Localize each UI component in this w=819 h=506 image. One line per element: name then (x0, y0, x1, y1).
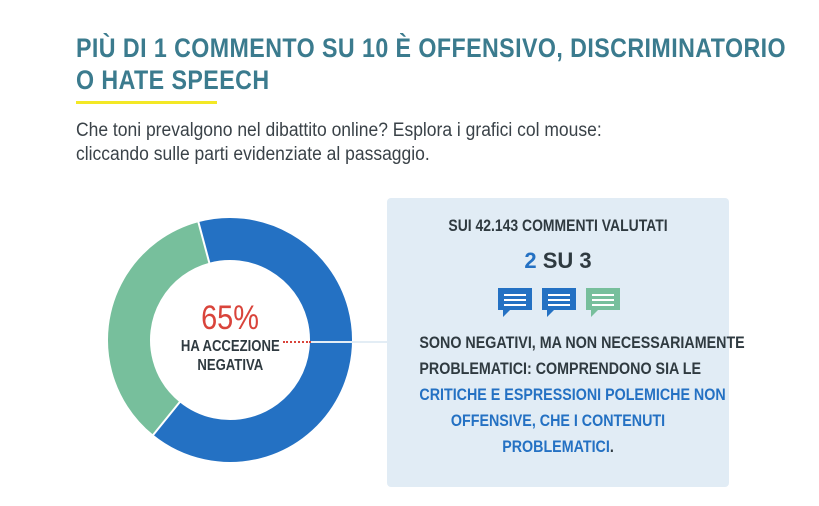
subtitle-line-2: cliccando sulle parti evidenziate al pas… (76, 144, 430, 165)
comment-icon (542, 288, 576, 317)
connector-line (311, 341, 387, 343)
comment-text-line (504, 304, 526, 306)
comment-text-line (504, 299, 526, 301)
percent-caption-line-2: NEGATIVA (197, 357, 263, 374)
info-line-1: SONO NEGATIVI, MA NON NECESSARIAMENTE (419, 333, 745, 352)
percent-caption-line-1: HA ACCEZIONE (180, 338, 280, 355)
donut-separator-0 (197, 220, 211, 264)
comment-text-line (592, 299, 614, 301)
comment-text-line (548, 294, 570, 296)
title-line-1: Più di 1 commento su 10 è offensivo, dis… (76, 33, 787, 63)
ratio-rest: SU 3 (542, 248, 592, 273)
comment-text-line (548, 304, 570, 306)
ratio-text: 2 SU 3 (387, 248, 729, 274)
info-line-5: PROBLEMATICI. (419, 434, 696, 460)
subtitle-line-1: Che toni prevalgono nel dibattito online… (76, 120, 602, 141)
page-subtitle: Che toni prevalgono nel dibattito online… (76, 119, 738, 167)
info-line-3-highlight[interactable]: CRITICHE E ESPRESSIONI POLEMICHE NON (419, 385, 726, 404)
dotted-pointer (283, 341, 311, 343)
info-line-2: PROBLEMATICI: COMPRENDONO SIA LE (419, 359, 702, 378)
info-heading: SUI 42.143 COMMENTI VALUTATI (448, 216, 668, 235)
info-line-5-highlight[interactable]: PROBLEMATICI (502, 437, 610, 456)
title-underline (76, 101, 217, 104)
comment-bubble-shape (542, 288, 576, 317)
donut-svg (108, 218, 352, 462)
comment-bubble-shape (586, 288, 620, 317)
comment-text-line (592, 294, 614, 296)
info-panel: SUI 42.143 COMMENTI VALUTATI 2 SU 3 SONO… (387, 198, 745, 487)
comment-text-line (504, 294, 526, 296)
info-line-4-highlight[interactable]: OFFENSIVE, CHE I CONTENUTI (450, 411, 666, 430)
info-line-5-end: . (609, 437, 614, 456)
title-line-2: o hate speech (76, 65, 270, 95)
donut-chart[interactable]: 65% HA ACCEZIONE NEGATIVA (104, 214, 356, 466)
donut-separator-1 (151, 400, 182, 437)
comment-text-line (548, 299, 570, 301)
page-title: Più di 1 commento su 10 è offensivo, dis… (76, 32, 787, 96)
comment-icon (586, 288, 620, 317)
ratio-number: 2 (524, 248, 537, 273)
percent-caption: HA ACCEZIONE NEGATIVA (181, 337, 280, 375)
donut-center-label: 65% HA ACCEZIONE NEGATIVA (104, 214, 356, 466)
comment-icons (496, 286, 622, 320)
comment-text-line (592, 304, 614, 306)
info-description: SONO NEGATIVI, MA NON NECESSARIAMENTE PR… (419, 330, 745, 460)
comment-bubble-shape (498, 288, 532, 317)
comment-icon (498, 288, 532, 317)
percent-value: 65% (201, 299, 259, 337)
